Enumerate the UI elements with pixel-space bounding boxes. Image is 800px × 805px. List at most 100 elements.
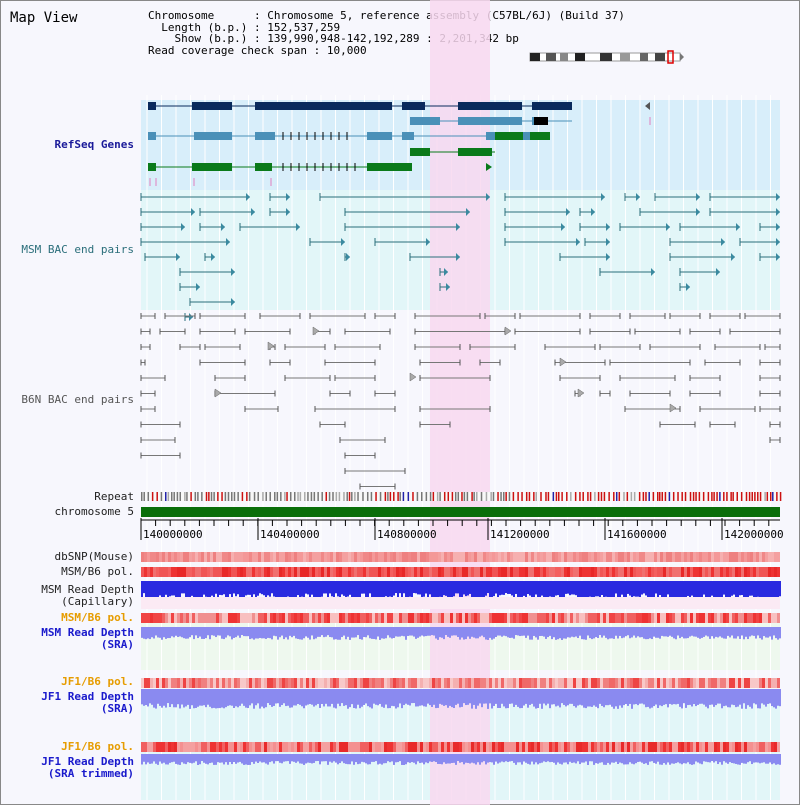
jf1-depth-trim-bar (617, 754, 619, 764)
msm-b6-pol-2-strip (279, 613, 282, 623)
dbsnp-strip (444, 552, 447, 562)
jf1-depth-trim-bar (479, 754, 481, 765)
track-label-jf1-depth-sra-2: (SRA) (100, 702, 134, 715)
jf1-depth-trim-bar (659, 754, 661, 765)
jf1-depth-sra-bar (563, 689, 565, 705)
msm-depth-sra-bar (207, 627, 209, 636)
track-label-msm-b6-pol-2[interactable]: MSM/B6 pol. (61, 611, 134, 624)
track-label-jf1-depth-trim-1[interactable]: JF1 Read Depth (41, 755, 134, 768)
jf1-b6-pol-2-strip (252, 742, 255, 752)
dbsnp-strip (258, 552, 261, 562)
msm-depth-sra-bar (247, 627, 249, 637)
jf1-depth-sra-bar (609, 689, 611, 705)
repeat-element (443, 492, 446, 501)
jf1-b6-pol-strip (498, 678, 501, 688)
jf1-depth-trim-bar (745, 754, 747, 764)
chromosome-ideogram[interactable] (529, 50, 684, 64)
msm-depth-sra-bar (773, 627, 775, 636)
msm-depth-capillary-bar (583, 581, 585, 602)
track-label-b6n-bac[interactable]: B6N BAC end pairs (21, 393, 134, 406)
jf1-depth-trim-bar (597, 754, 599, 764)
jf1-depth-trim-bar (203, 754, 205, 763)
track-label-msm-depth-capillary-1[interactable]: MSM Read Depth (41, 583, 134, 596)
jf1-b6-pol-2-strip (357, 742, 360, 752)
jf1-depth-sra-bar (447, 689, 449, 708)
jf1-b6-pol-strip (291, 678, 294, 688)
track-label-repeat[interactable]: Repeat (94, 490, 134, 503)
dbsnp-strip (231, 552, 234, 562)
msm-depth-sra-bar (511, 627, 513, 638)
msm-depth-sra-bar (307, 627, 309, 638)
jf1-b6-pol-2-strip (561, 742, 564, 752)
msm-b6-pol-strip (585, 567, 588, 577)
msm-b6-pol-strip (183, 567, 186, 577)
msm-depth-capillary-bar (221, 581, 223, 596)
dbsnp-strip (471, 552, 474, 562)
msm-b6-pol-strip (225, 567, 228, 577)
msm-b6-pol-strip (270, 567, 273, 577)
jf1-depth-sra-bar (721, 689, 723, 709)
track-label-msm-b6-pol[interactable]: MSM/B6 pol. (61, 565, 134, 578)
jf1-b6-pol-2-strip (762, 742, 765, 752)
dbsnp-strip (165, 552, 168, 562)
jf1-depth-sra-bar (669, 689, 671, 704)
msm-b6-pol-strip (471, 567, 474, 577)
jf1-b6-pol-2-strip (591, 742, 594, 752)
jf1-depth-trim-bar (345, 754, 347, 764)
msm-depth-capillary-bar (167, 581, 169, 603)
msm-depth-sra-bar (661, 627, 663, 636)
msm-depth-capillary-bar (599, 581, 601, 603)
ideogram-band (620, 53, 630, 61)
msm-depth-sra-bar (255, 627, 257, 639)
track-label-msm-depth-sra-1[interactable]: MSM Read Depth (41, 626, 134, 639)
jf1-depth-trim-bar (265, 754, 267, 764)
msm-depth-sra-bar (541, 627, 543, 636)
msm-b6-pol-2-strip (201, 613, 204, 623)
track-label-jf1-b6-pol[interactable]: JF1/B6 pol. (61, 675, 134, 688)
msm-depth-sra-bar (373, 627, 375, 639)
jf1-b6-pol-strip (750, 678, 753, 688)
jf1-depth-trim-bar (741, 754, 743, 763)
msm-depth-capillary-bar (641, 581, 643, 595)
track-label-refseq[interactable]: RefSeq Genes (54, 138, 134, 151)
jf1-depth-trim-bar (391, 754, 393, 762)
msm-depth-sra-bar (527, 627, 529, 636)
b6n-bac-arrow (409, 372, 417, 382)
jf1-b6-pol-2-strip (747, 742, 750, 752)
jf1-depth-sra-bar (753, 689, 755, 704)
msm-depth-capillary-bar (355, 581, 357, 598)
jf1-depth-trim-bar (491, 754, 493, 763)
msm-depth-sra-bar (531, 627, 533, 640)
msm-depth-sra-bar (321, 627, 323, 636)
msm-depth-capillary-bar (581, 581, 583, 600)
msm-depth-capillary-bar (223, 581, 225, 595)
msm-depth-sra-bar (755, 627, 757, 639)
jf1-b6-pol-strip (330, 678, 333, 688)
msm-depth-sra-bar (355, 627, 357, 638)
jf1-b6-pol-strip (663, 678, 666, 688)
axis-tick-label: 140800000 (377, 528, 437, 541)
jf1-depth-trim-bar (647, 754, 649, 765)
track-label-jf1-b6-pol-2[interactable]: JF1/B6 pol. (61, 740, 134, 753)
jf1-depth-sra-bar (629, 689, 631, 704)
jf1-depth-sra-bar (289, 689, 291, 708)
dbsnp-strip (597, 552, 600, 562)
msm-depth-sra-bar (453, 627, 455, 636)
dbsnp-strip (576, 552, 579, 562)
jf1-depth-sra-bar (491, 689, 493, 709)
msm-b6-pol-2-strip (339, 613, 342, 623)
jf1-b6-pol-2-strip (498, 742, 501, 752)
msm-depth-sra-bar (779, 627, 781, 639)
msm-depth-sra-bar (149, 627, 151, 640)
track-label-jf1-depth-sra-1[interactable]: JF1 Read Depth (41, 690, 134, 703)
track-label-msm-bac[interactable]: MSM BAC end pairs (21, 243, 134, 256)
jf1-depth-trim-bar (509, 754, 511, 762)
track-label-dbsnp[interactable]: dbSNP(Mouse) (54, 550, 134, 563)
msm-b6-pol-strip (264, 567, 267, 577)
jf1-b6-pol-2-strip (477, 742, 480, 752)
msm-bac-arrow (736, 223, 740, 231)
jf1-depth-sra-bar (711, 689, 713, 705)
msm-b6-pol-2-strip (432, 613, 435, 623)
jf1-depth-sra-bar (557, 689, 559, 706)
